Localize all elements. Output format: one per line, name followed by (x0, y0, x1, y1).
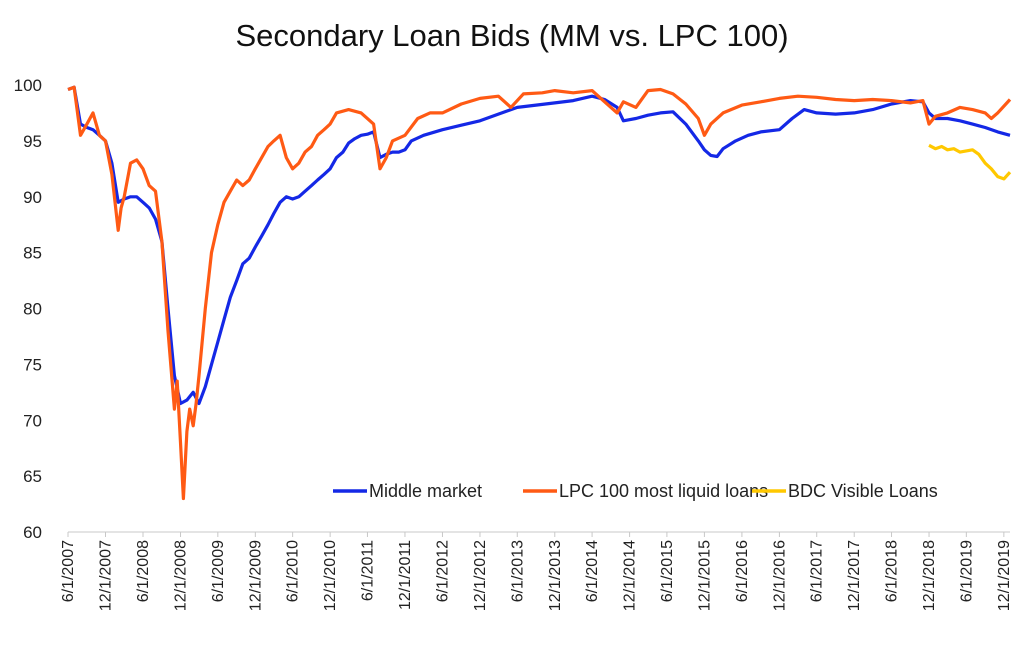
y-tick-label: 70 (23, 411, 42, 430)
x-tick-label: 12/1/2013 (547, 540, 564, 611)
x-axis-ticks: 6/1/2007 12/1/2007 6/1/2008 12/1/2008 6/1/20… (60, 532, 1013, 611)
y-axis-ticks: 60 65 70 75 80 85 90 95 100 (14, 76, 42, 542)
y-tick-label: 90 (23, 188, 42, 207)
x-tick-label: 6/1/2008 (135, 540, 152, 602)
series-line-1 (67, 85, 1011, 406)
legend: Middle market LPC 100 most liquid loans BD… (333, 481, 938, 501)
y-tick-label: 95 (23, 132, 42, 151)
y-tick-label: 65 (23, 467, 42, 486)
x-tick-label: 12/1/2007 (98, 540, 115, 611)
x-tick-label: 6/1/2010 (285, 540, 302, 602)
legend-label: BDC Visible Loans (788, 481, 938, 501)
legend-label: LPC 100 most liquid loans (559, 481, 768, 501)
y-tick-label: 80 (23, 300, 42, 319)
chart-title: Secondary Loan Bids (MM vs. LPC 100) (235, 18, 789, 53)
x-tick-label: 6/1/2009 (210, 540, 227, 602)
x-tick-label: 12/1/2017 (846, 540, 863, 611)
x-tick-label: 12/1/2019 (996, 540, 1013, 611)
y-tick-label: 60 (23, 523, 42, 542)
x-tick-label: 6/1/2015 (659, 540, 676, 602)
x-tick-label: 6/1/2011 (359, 540, 376, 601)
x-tick-label: 12/1/2009 (247, 540, 264, 611)
y-tick-label: 75 (23, 355, 42, 374)
x-tick-label: 6/1/2018 (884, 540, 901, 602)
y-tick-label: 85 (23, 244, 42, 263)
y-tick-label: 100 (14, 76, 42, 95)
series-line-3 (928, 143, 1012, 181)
x-tick-label: 12/1/2014 (622, 540, 639, 611)
series-layer (67, 85, 1012, 501)
x-tick-label: 6/1/2012 (434, 540, 451, 602)
x-tick-label: 12/1/2016 (771, 540, 788, 611)
x-tick-label: 6/1/2014 (584, 540, 601, 602)
legend-label: Middle market (369, 481, 482, 501)
x-tick-label: 12/1/2008 (173, 540, 190, 611)
series-line-2 (67, 85, 1012, 501)
x-tick-label: 12/1/2010 (322, 540, 339, 611)
x-tick-label: 6/1/2007 (60, 540, 77, 602)
x-tick-label: 6/1/2019 (958, 540, 975, 602)
x-tick-label: 12/1/2015 (696, 540, 713, 611)
x-tick-label: 6/1/2017 (809, 540, 826, 602)
x-tick-label: 6/1/2016 (734, 540, 751, 602)
x-tick-label: 12/1/2018 (921, 540, 938, 611)
x-tick-label: 6/1/2013 (509, 540, 526, 602)
x-tick-label: 12/1/2011 (397, 540, 414, 610)
x-tick-label: 12/1/2012 (472, 540, 489, 611)
